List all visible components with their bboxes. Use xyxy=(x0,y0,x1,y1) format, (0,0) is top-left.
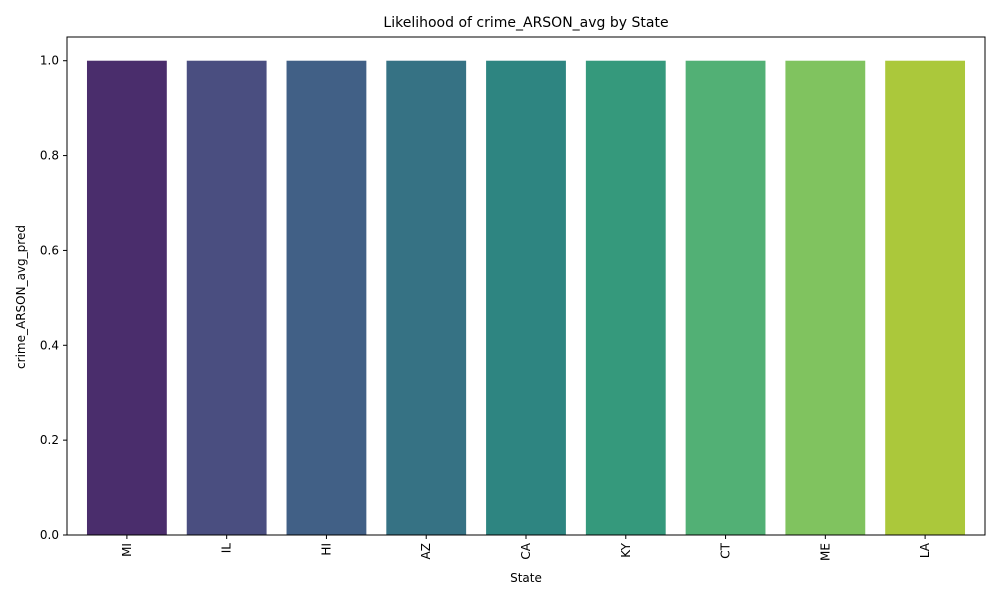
bar-ct xyxy=(685,60,766,535)
x-tick-label-ky: KY xyxy=(619,542,633,557)
x-tick-label-az: AZ xyxy=(419,543,433,559)
x-axis-ticks: MI IL HI AZ CA KY CT ME LA xyxy=(120,535,932,561)
x-tick-label-mi: MI xyxy=(120,543,134,557)
bar-hi xyxy=(286,60,367,535)
y-tick-label: 0.2 xyxy=(40,433,59,447)
x-tick-label-il: IL xyxy=(220,543,234,554)
y-tick-label: 0.4 xyxy=(40,338,59,352)
bar-mi xyxy=(86,60,167,535)
y-tick-label: 0.6 xyxy=(40,243,59,257)
bar-la xyxy=(885,60,966,535)
bar-ca xyxy=(486,60,566,535)
bar-az xyxy=(386,60,467,535)
bar-il xyxy=(186,60,267,535)
x-tick-label-me: ME xyxy=(818,543,832,561)
x-tick-label-la: LA xyxy=(918,542,932,558)
x-tick-label-ct: CT xyxy=(719,542,733,558)
y-tick-label: 1.0 xyxy=(40,54,59,68)
y-axis-label: crime_ARSON_avg_pred xyxy=(14,225,28,369)
bar-ky xyxy=(585,60,666,535)
chart-title: Likelihood of crime_ARSON_avg by State xyxy=(383,15,668,31)
y-tick-label: 0.8 xyxy=(40,149,59,163)
bar-me xyxy=(785,60,866,535)
y-axis-ticks: 0.0 0.2 0.4 0.6 0.8 1.0 xyxy=(40,54,67,542)
x-axis-label: State xyxy=(510,571,542,585)
y-tick-label: 0.0 xyxy=(40,528,59,542)
x-tick-label-ca: CA xyxy=(519,542,533,559)
x-tick-label-hi: HI xyxy=(319,543,333,556)
bars-group xyxy=(86,60,966,535)
